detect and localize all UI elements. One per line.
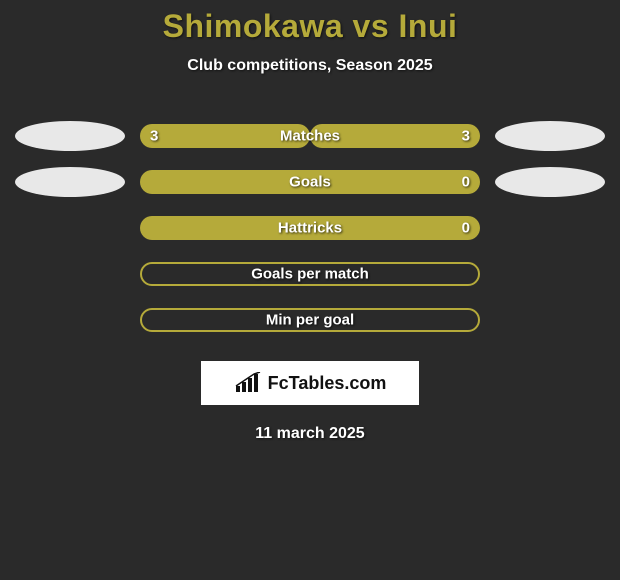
stat-bar: Matches 3 3 [140, 124, 480, 148]
left-slot [10, 167, 130, 197]
stat-bar: Goals 0 [140, 170, 480, 194]
stat-bar: Hattricks 0 [140, 216, 480, 240]
stat-label: Hattricks [278, 220, 342, 237]
stat-row: Hattricks 0 [0, 205, 620, 251]
stat-row: Goals per match [0, 251, 620, 297]
logo-box: FcTables.com [201, 361, 419, 405]
player-ellipse-right [495, 167, 605, 197]
stat-bar: Min per goal [140, 308, 480, 332]
stat-label: Goals [289, 174, 331, 191]
stat-row: Matches 3 3 [0, 113, 620, 159]
stat-value-right: 3 [462, 128, 470, 145]
stat-label: Min per goal [266, 312, 354, 329]
date-label: 11 march 2025 [0, 425, 620, 443]
logo-text: FcTables.com [268, 373, 387, 394]
stat-rows: Matches 3 3 Goals 0 Hattricks 0 Goals per match… [0, 113, 620, 343]
right-slot [490, 167, 610, 197]
stat-row: Min per goal [0, 297, 620, 343]
logo-prefix: Fc [268, 373, 289, 393]
stat-value-right: 0 [462, 174, 470, 191]
stat-label: Matches [280, 128, 340, 145]
stat-bar: Goals per match [140, 262, 480, 286]
player-ellipse-right [495, 121, 605, 151]
stat-value-right: 0 [462, 220, 470, 237]
player-ellipse-left [15, 167, 125, 197]
left-slot [10, 121, 130, 151]
player-ellipse-left [15, 121, 125, 151]
right-slot [490, 121, 610, 151]
stat-label: Goals per match [251, 266, 369, 283]
comparison-infographic: Shimokawa vs Inui Club competitions, Sea… [0, 0, 620, 443]
logo-suffix: Tables.com [289, 373, 387, 393]
bars-icon [234, 372, 262, 394]
page-title: Shimokawa vs Inui [0, 8, 620, 45]
stat-row: Goals 0 [0, 159, 620, 205]
stat-value-left: 3 [150, 128, 158, 145]
page-subtitle: Club competitions, Season 2025 [0, 57, 620, 75]
